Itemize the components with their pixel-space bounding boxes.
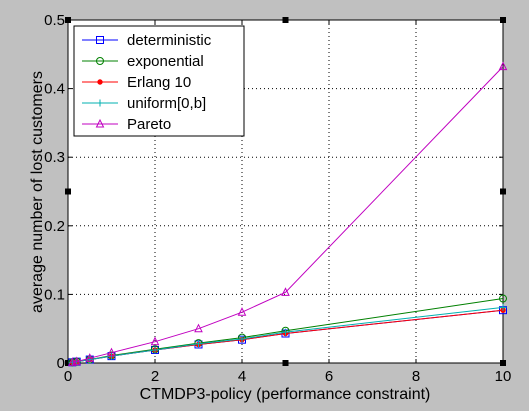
y-axis-ticks: 0 0.1 0.2 0.3 0.4 0.5 (44, 12, 503, 372)
data-point (195, 340, 202, 348)
data-point (96, 99, 104, 107)
frame-corner-mark (500, 188, 506, 195)
legend-entry: Erlang 10 (82, 74, 191, 91)
data-point (72, 356, 82, 366)
data-point (150, 336, 160, 346)
legend-entry: uniform[0,b] (82, 95, 206, 112)
data-point (281, 287, 290, 296)
frame-corner-mark (282, 17, 289, 23)
x-tick-label: 4 (238, 368, 246, 385)
y-tick-label: 0.1 (44, 286, 65, 303)
frame-corner-mark (65, 188, 71, 195)
data-point (499, 294, 507, 303)
data-point (85, 353, 95, 362)
data-point (237, 307, 247, 316)
x-tick-label: 8 (412, 368, 420, 385)
legend-label: deterministic (127, 32, 212, 49)
data-point (194, 323, 203, 333)
legend-label: Pareto (127, 116, 171, 133)
data-point (498, 61, 508, 71)
x-tick-label: 6 (325, 368, 333, 385)
legend-entry: deterministic (82, 32, 212, 49)
legend-label: Erlang 10 (127, 74, 191, 91)
data-point (238, 335, 246, 343)
y-tick-label: 0.5 (44, 12, 65, 29)
y-tick-label: 0.3 (44, 149, 65, 166)
y-axis-label: average number of lost customers (29, 71, 46, 313)
legend-entry: exponential (82, 53, 204, 70)
data-point (282, 328, 289, 336)
data-point (499, 303, 507, 311)
legend: deterministic exponential Erlang 10 uniform… (73, 25, 245, 137)
y-tick-label: 0.2 (44, 218, 65, 235)
x-tick-label: 0 (64, 368, 72, 385)
x-axis-label: CTMDP3-policy (performance constraint) (140, 386, 431, 403)
legend-label: exponential (127, 53, 204, 70)
series-layer (68, 61, 508, 367)
x-axis-ticks: 0 2 4 6 8 10 (64, 20, 512, 385)
x-tick-label: 2 (151, 368, 159, 385)
y-tick-label: 0.4 (44, 81, 65, 98)
series-line (72, 66, 504, 363)
legend-label: uniform[0,b] (127, 95, 206, 112)
x-tick-label: 10 (495, 368, 512, 385)
series-pareto (68, 61, 508, 366)
data-point (96, 36, 104, 44)
data-point (95, 118, 105, 128)
data-point (96, 57, 104, 65)
legend-entry: Pareto (82, 116, 171, 133)
y-tick-label: 0 (57, 355, 65, 372)
data-point (151, 346, 159, 354)
data-point (97, 79, 103, 85)
data-point (107, 347, 116, 357)
frame-corner-mark (282, 360, 289, 366)
